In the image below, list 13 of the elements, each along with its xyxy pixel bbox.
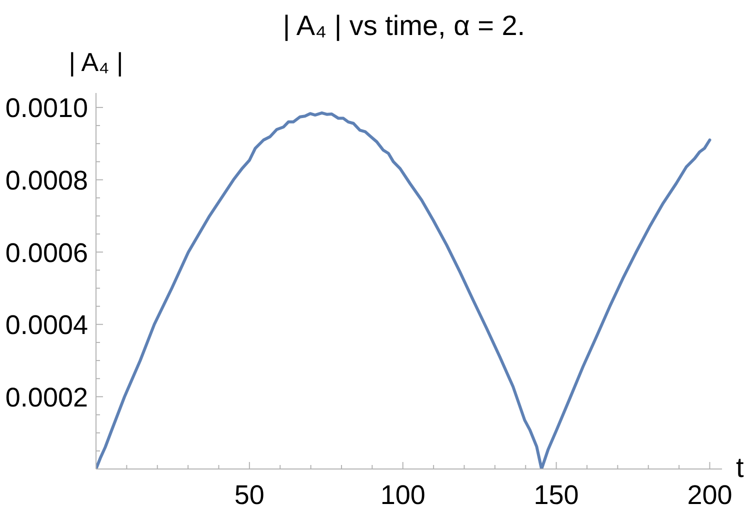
y-tick-label: 0.0008 (5, 165, 88, 196)
x-tick-label: 200 (687, 480, 732, 510)
x-tick-label: 100 (380, 480, 426, 510)
line-series (96, 111, 712, 469)
y-tick-label: 0.0004 (5, 310, 88, 340)
x-axis-title: t (736, 452, 744, 483)
y-tick-label: 0.0002 (5, 382, 88, 412)
y-tick-label: 0.0006 (5, 238, 88, 268)
y-axis-title: | A₄ | (68, 47, 124, 77)
x-tick-label: 50 (234, 480, 264, 510)
y-tick-label: 0.0010 (5, 93, 88, 124)
chart-title: | A₄ | vs time, α = 2. (282, 10, 526, 41)
x-tick-label: 150 (534, 480, 579, 510)
